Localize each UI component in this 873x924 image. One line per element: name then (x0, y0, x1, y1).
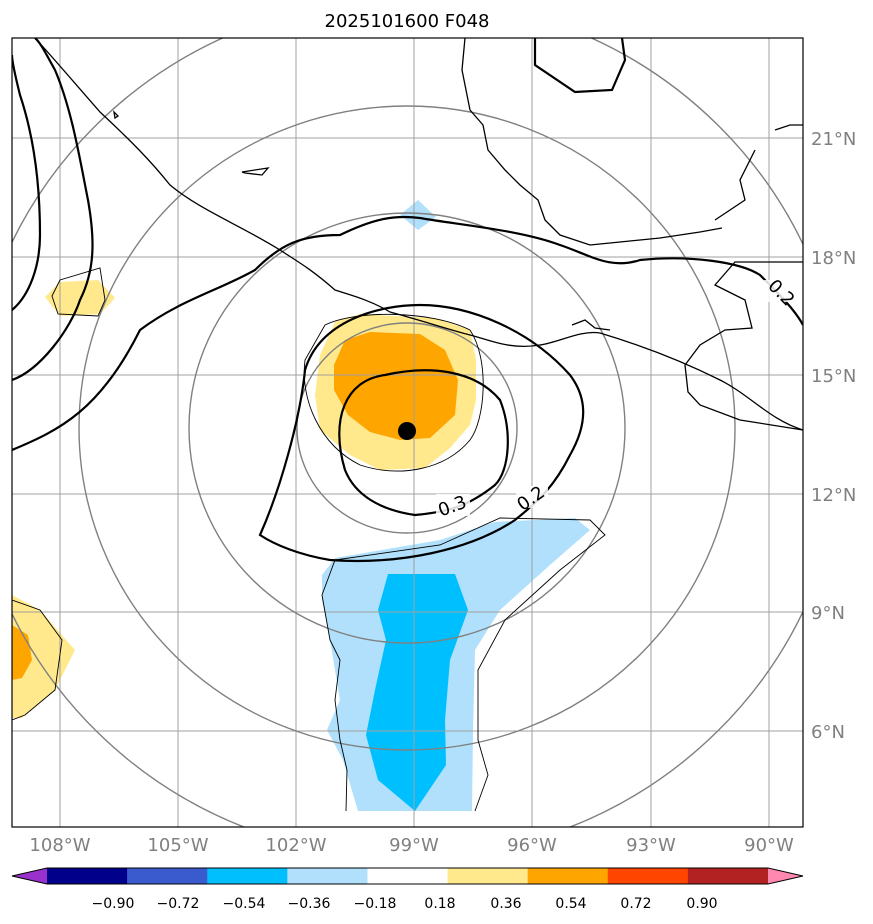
lat-label-9n: 9°N (811, 603, 845, 624)
lon-label-102w: 102°W (265, 835, 326, 856)
colorbar-segment (287, 868, 368, 884)
map-area: 0.3 0.2 0.2 (12, 38, 803, 827)
latitude-labels: 21°N 18°N 15°N 12°N 9°N 6°N (811, 129, 856, 743)
lon-label-96w: 96°W (507, 835, 557, 856)
colorbar-extend-high (768, 868, 803, 884)
colorbar-label: −0.36 (288, 896, 331, 912)
colorbar-segment (687, 868, 769, 884)
lat-label-6n: 6°N (811, 722, 845, 743)
colorbar-label: 0.72 (620, 896, 651, 912)
colorbar-outline (11, 867, 804, 885)
colorbar-labels: −0.90 −0.72 −0.54 −0.36 −0.18 0.18 0.36 … (92, 896, 718, 912)
longitude-labels: 108°W 105°W 102°W 99°W 96°W 93°W 90°W (29, 835, 794, 856)
lon-label-93w: 93°W (626, 835, 676, 856)
shade-negative-mid (366, 574, 468, 811)
lon-label-105w: 105°W (147, 835, 208, 856)
shading-layer (12, 200, 590, 811)
lat-label-12n: 12°N (811, 485, 856, 506)
storm-center-marker (398, 422, 416, 440)
coastlines (34, 38, 803, 431)
range-rings (12, 38, 803, 827)
colorbar-label: 0.90 (686, 896, 717, 912)
lon-label-99w: 99°W (389, 835, 439, 856)
thin-contours (12, 267, 606, 812)
colorbar (11, 867, 804, 885)
colorbar-segment (127, 868, 208, 884)
map-frame (11, 37, 804, 828)
shade-west-mid (12, 625, 32, 680)
colorbar-segment (367, 868, 449, 884)
map-title: 2025101600 F048 (325, 11, 490, 32)
colorbar-label: 0.36 (490, 896, 521, 912)
colorbar-segment (47, 868, 128, 884)
colorbar-label: −0.90 (92, 896, 135, 912)
shade-north-small (400, 200, 436, 230)
colorbar-label: 0.54 (555, 896, 586, 912)
shade-west-light (12, 595, 75, 718)
lat-label-21n: 21°N (811, 129, 856, 150)
lon-label-108w: 108°W (29, 835, 90, 856)
colorbar-segment (527, 868, 609, 884)
lat-label-18n: 18°N (811, 248, 856, 269)
colorbar-segment (207, 868, 288, 884)
colorbar-label: −0.18 (354, 896, 397, 912)
colorbar-label: 0.18 (424, 896, 455, 912)
lat-label-15n: 15°N (811, 366, 856, 387)
colorbar-segment (447, 868, 529, 884)
shade-positive-mid (334, 332, 458, 440)
colorbar-segment (607, 868, 689, 884)
lon-label-90w: 90°W (744, 835, 794, 856)
colorbar-extend-low (12, 868, 47, 884)
colorbar-label: −0.72 (157, 896, 200, 912)
colorbar-label: −0.54 (223, 896, 266, 912)
thick-contours (12, 38, 803, 563)
